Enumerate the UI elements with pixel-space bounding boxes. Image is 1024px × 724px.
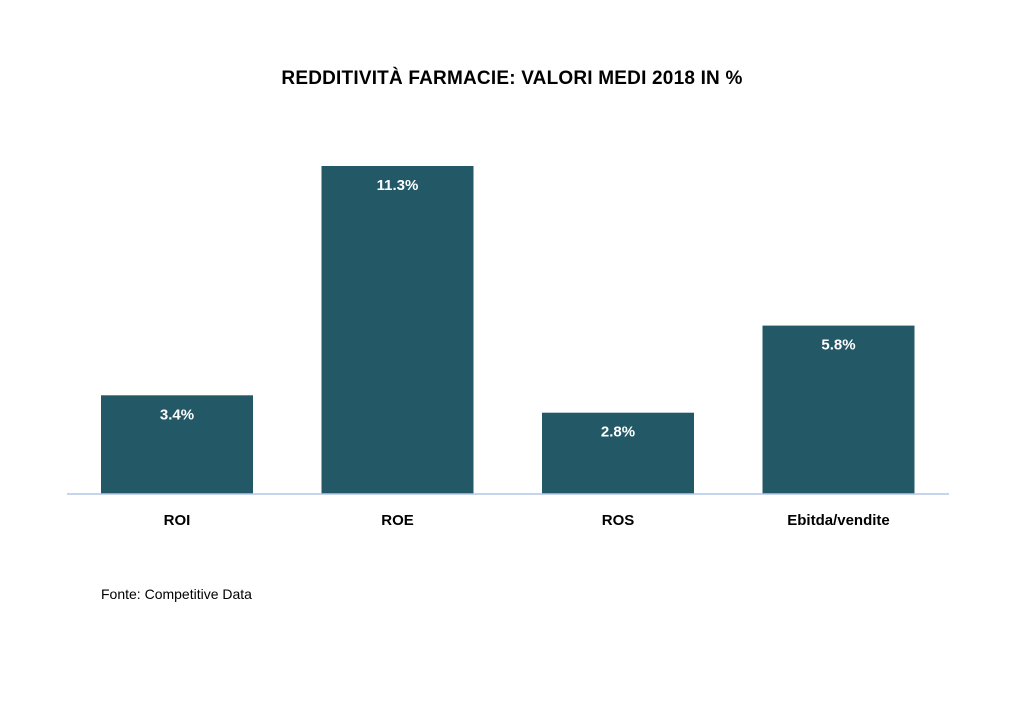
data-label: 5.8% <box>821 337 855 354</box>
source-note: Fonte: Competitive Data <box>101 586 252 602</box>
bars-layer <box>101 166 915 494</box>
bar-roe <box>321 166 474 494</box>
labels-layer: 3.4% ROI 11.3% ROE 2.8% ROS 5.8% Ebitda/vendite <box>160 177 890 529</box>
category-label: ROE <box>381 512 414 529</box>
category-label: ROS <box>602 512 635 529</box>
data-label: 11.3% <box>377 177 419 194</box>
category-label: ROI <box>164 512 191 529</box>
data-label: 3.4% <box>160 406 194 423</box>
data-label: 2.8% <box>601 424 635 441</box>
chart-title: REDDITIVITÀ FARMACIE: VALORI MEDI 2018 I… <box>281 68 743 89</box>
bar-ebitda-vendite <box>762 325 915 494</box>
bar-roi <box>101 395 253 494</box>
category-label: Ebitda/vendite <box>787 512 890 529</box>
bar-ros <box>542 412 694 494</box>
